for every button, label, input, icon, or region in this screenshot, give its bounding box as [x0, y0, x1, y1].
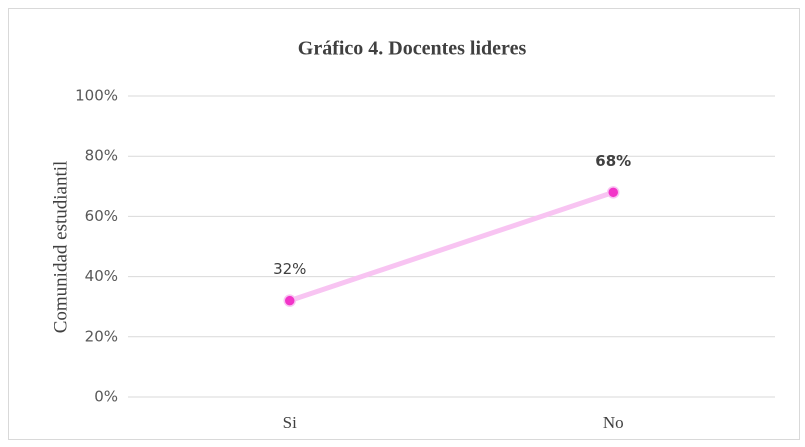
marker: [607, 186, 620, 199]
y-tick-label: 20%: [85, 327, 118, 345]
marker: [283, 294, 296, 307]
x-tick-label: Si: [283, 413, 297, 432]
line: [287, 189, 616, 304]
data-label: 68%: [595, 152, 631, 170]
chart-title: Gráfico 4. Docentes lideres: [298, 38, 527, 60]
x-tick-label: No: [603, 413, 624, 432]
y-tick-label: 60%: [85, 207, 118, 225]
y-tick-label: 0%: [94, 388, 118, 406]
chart-border: [8, 8, 800, 440]
y-tick-label: 100%: [75, 87, 118, 105]
y-tick-label: 80%: [85, 147, 118, 165]
y-axis-label: Comunidad estudiantil: [50, 161, 71, 334]
y-tick-label: 40%: [85, 267, 118, 285]
data-label: 32%: [273, 260, 306, 278]
